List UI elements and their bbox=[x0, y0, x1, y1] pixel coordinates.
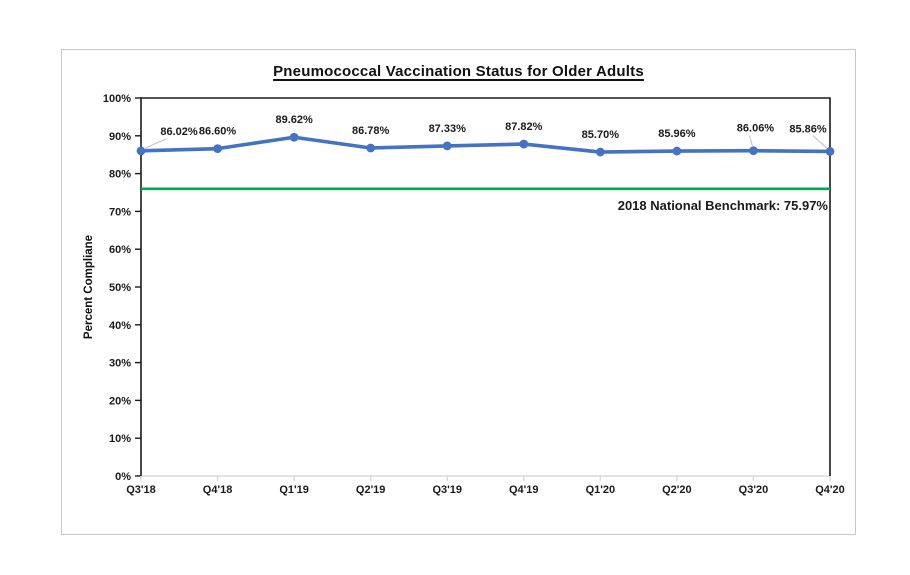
data-point-marker bbox=[672, 146, 682, 156]
data-point-marker bbox=[289, 132, 299, 142]
data-label: 86.60% bbox=[199, 126, 237, 138]
y-tick-label: 30% bbox=[109, 358, 131, 370]
y-tick-label: 60% bbox=[109, 244, 131, 256]
plot-border bbox=[140, 97, 831, 476]
x-tick-label: Q2'20 bbox=[662, 484, 692, 496]
x-tick-label: Q3'20 bbox=[739, 484, 769, 496]
y-tick-label: 80% bbox=[109, 169, 131, 181]
data-point-marker bbox=[136, 146, 146, 156]
x-tick-label: Q4'18 bbox=[203, 484, 233, 496]
label-leader-line bbox=[143, 138, 167, 150]
data-label: 89.62% bbox=[275, 114, 313, 126]
chart-container: Pneumococcal Vaccination Status for Olde… bbox=[61, 49, 856, 535]
data-label: 87.82% bbox=[505, 121, 543, 133]
data-label: 87.33% bbox=[429, 123, 467, 135]
y-tick-label: 20% bbox=[109, 395, 131, 407]
x-tick-label: Q1'20 bbox=[586, 484, 616, 496]
data-point-marker bbox=[825, 147, 835, 156]
x-tick-label: Q3'18 bbox=[126, 484, 156, 496]
chart-title: Pneumococcal Vaccination Status for Olde… bbox=[273, 63, 644, 80]
data-point-marker bbox=[442, 141, 452, 151]
y-tick-label: 50% bbox=[109, 282, 131, 294]
data-label: 86.06% bbox=[737, 123, 775, 135]
data-label: 85.96% bbox=[658, 128, 696, 140]
x-tick-label: Q4'20 bbox=[815, 484, 845, 496]
data-label: 86.78% bbox=[352, 125, 390, 137]
y-tick-label: 70% bbox=[109, 206, 131, 218]
y-tick-label: 90% bbox=[109, 131, 131, 143]
x-tick-label: Q2'19 bbox=[356, 484, 386, 496]
y-tick-label: 100% bbox=[103, 93, 131, 105]
data-point-marker bbox=[595, 147, 605, 157]
line-chart: 0% 10% 20% 30% 40% 50% 60% 70% 80% 90% 100% Q3'18 Q4… bbox=[103, 93, 845, 496]
y-tick-label: 40% bbox=[109, 320, 131, 332]
x-tick-label: Q4'19 bbox=[509, 484, 539, 496]
y-tick-label: 10% bbox=[109, 433, 131, 445]
benchmark-label: 2018 National Benchmark: 75.97% bbox=[618, 198, 829, 213]
data-label: 86.02% bbox=[160, 126, 198, 138]
data-point-marker bbox=[749, 146, 758, 156]
y-tick-label: 0% bbox=[115, 471, 131, 483]
data-point-marker bbox=[519, 139, 529, 149]
label-leader-line bbox=[748, 135, 753, 146]
x-tick-label: Q3'19 bbox=[432, 484, 462, 496]
label-leader-line bbox=[812, 135, 828, 149]
x-tick-label: Q1'19 bbox=[279, 484, 309, 496]
data-point-marker bbox=[366, 143, 376, 153]
series-line bbox=[139, 135, 832, 154]
data-label: 85.70% bbox=[582, 129, 620, 141]
data-point-marker bbox=[213, 144, 222, 154]
data-label: 85.86% bbox=[789, 123, 827, 135]
